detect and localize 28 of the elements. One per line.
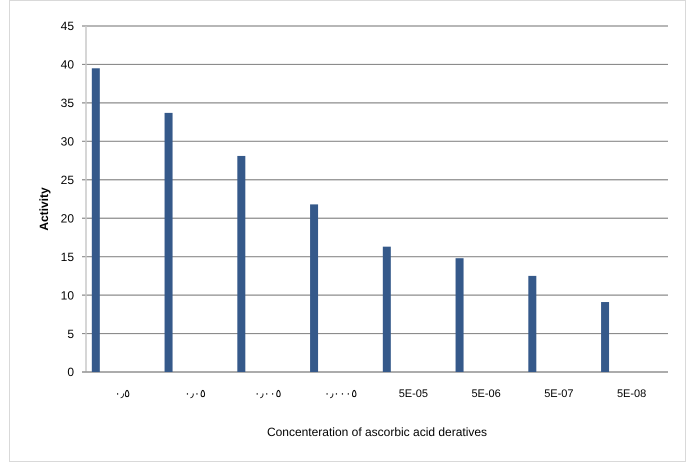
bar — [92, 68, 100, 372]
bar — [237, 156, 246, 372]
bar — [310, 204, 318, 372]
y-tick-label: 40 — [60, 58, 74, 72]
y-tick-label: 0 — [67, 365, 74, 380]
bar — [601, 302, 610, 372]
y-tick-label: 35 — [60, 96, 74, 110]
x-tick-label: 5E-05 — [398, 388, 428, 400]
y-tick-label: 20 — [60, 211, 74, 226]
y-axis-title: Activity — [37, 187, 51, 231]
x-tick-label: ٠٫٠٠٥ — [254, 388, 282, 400]
x-axis-title: Concenteration of ascorbic acid deratives — [266, 425, 488, 439]
x-tick-label: 5E-06 — [471, 388, 501, 400]
x-tick-label: 5E-08 — [616, 388, 646, 400]
x-tick-label: ٠٫٥ — [114, 388, 130, 400]
bar — [456, 258, 464, 372]
x-tick-label: 5E-07 — [544, 388, 574, 400]
bar — [382, 246, 391, 372]
y-tick-label: 25 — [60, 172, 74, 187]
bar — [528, 276, 536, 372]
x-tick-label: ٠٫٠٥ — [184, 388, 206, 400]
y-tick-label: 5 — [67, 326, 74, 341]
y-tick-label: 15 — [60, 250, 74, 264]
y-tick-label: 45 — [60, 19, 74, 34]
y-tick-label: 30 — [60, 134, 74, 149]
y-tick-label: 10 — [60, 288, 74, 302]
x-tick-label: ٠٫٠٠٠٥ — [324, 388, 358, 400]
bar — [164, 112, 173, 372]
